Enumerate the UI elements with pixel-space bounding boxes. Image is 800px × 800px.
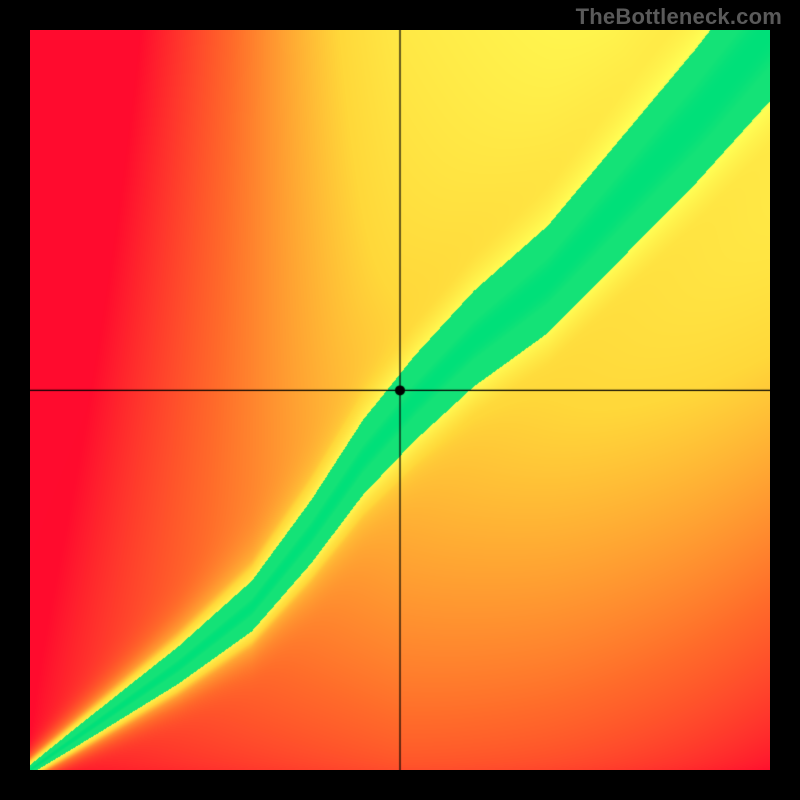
chart-frame: TheBottleneck.com [0,0,800,800]
heatmap-plot [30,30,770,770]
watermark-text: TheBottleneck.com [576,4,782,30]
heatmap-canvas [30,30,770,770]
